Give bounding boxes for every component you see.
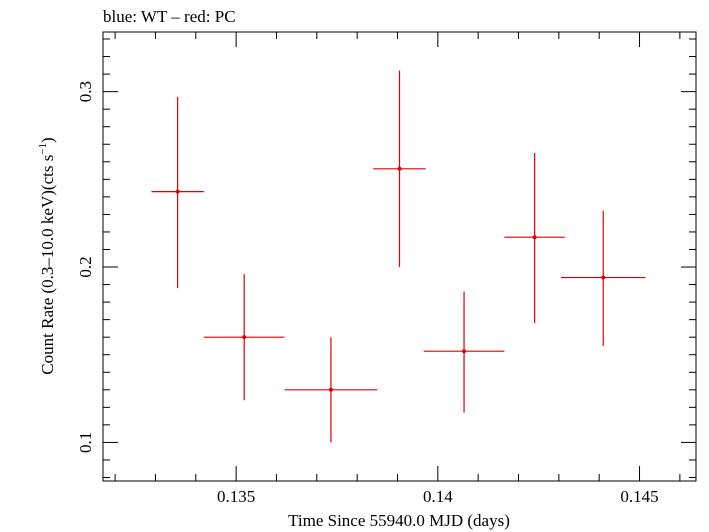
x-tick-label: 0.14 — [423, 487, 453, 506]
data-points — [151, 70, 646, 443]
data-point — [373, 70, 426, 268]
chart-title: blue: WT – red: PC — [103, 7, 236, 26]
data-point — [504, 153, 565, 324]
plot-frame — [102, 31, 697, 482]
y-axis-label-exponent: −1 — [37, 143, 49, 155]
data-point — [560, 210, 646, 346]
x-axis-ticks: 0.135 0.14 0.145 — [114, 32, 681, 506]
data-point — [284, 337, 378, 443]
data-point — [151, 96, 204, 289]
data-marker — [242, 335, 247, 340]
y-axis-ticks: 0.1 0.2 0.3 — [76, 38, 696, 478]
y-axis-label-main: Count Rate (0.3–10.0 keV)(cts s — [38, 155, 57, 375]
data-point — [423, 291, 505, 413]
y-tick-label: 0.2 — [76, 256, 95, 277]
data-marker — [601, 275, 606, 280]
data-marker — [532, 235, 537, 240]
data-marker — [397, 166, 402, 171]
y-axis-label-end: ) — [38, 137, 57, 143]
x-axis-label: Time Since 55940.0 MJD (days) — [288, 511, 510, 530]
y-axis-label: Count Rate (0.3–10.0 keV)(cts s−1) — [37, 137, 57, 374]
data-marker — [175, 189, 180, 194]
y-tick-label: 0.3 — [76, 81, 95, 102]
data-marker — [462, 349, 467, 354]
y-tick-label: 0.1 — [76, 432, 95, 453]
x-tick-label: 0.135 — [217, 487, 255, 506]
x-tick-label: 0.145 — [620, 487, 658, 506]
data-point — [203, 274, 285, 401]
data-marker — [328, 387, 333, 392]
